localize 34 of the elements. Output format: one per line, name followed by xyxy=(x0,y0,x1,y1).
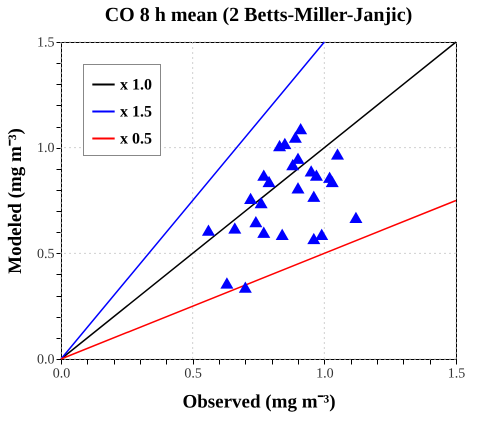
point xyxy=(262,176,276,188)
y-tick-label: 0.0 xyxy=(37,352,54,368)
point xyxy=(294,123,308,134)
point xyxy=(326,176,339,188)
chart-title: CO 8 h mean (2 Betts-Miller-Janjic) xyxy=(104,4,412,26)
point xyxy=(220,277,234,289)
legend-label: x 1.5 xyxy=(120,104,152,120)
point xyxy=(238,282,252,293)
x-tick-label: 0.5 xyxy=(184,366,202,382)
x-axis-title: Observed (mg m⁻³) xyxy=(182,392,336,412)
y-tick-label: 1.0 xyxy=(37,141,54,156)
x-tick-label: 0.0 xyxy=(52,366,70,382)
point xyxy=(276,228,289,240)
x-tick-label: 1.5 xyxy=(448,366,466,382)
point xyxy=(257,226,270,238)
point xyxy=(244,192,258,204)
legend-label: x 0.5 xyxy=(120,130,152,148)
point xyxy=(228,222,242,234)
point xyxy=(254,196,268,208)
point xyxy=(288,131,302,143)
y-axis-title: Modeled (mg m⁻³) xyxy=(5,128,26,274)
point xyxy=(310,169,323,181)
point xyxy=(202,224,215,236)
point xyxy=(330,148,344,160)
legend-label: x 1.0 xyxy=(120,76,152,94)
point xyxy=(315,228,328,240)
point xyxy=(291,182,305,194)
point xyxy=(307,232,320,244)
point xyxy=(349,212,362,224)
point xyxy=(307,190,320,202)
x-tick-label: 1.0 xyxy=(316,366,334,382)
point xyxy=(249,216,262,228)
y-tick-label: 1.5 xyxy=(37,36,54,50)
y-tick-label: 0.5 xyxy=(37,246,54,262)
